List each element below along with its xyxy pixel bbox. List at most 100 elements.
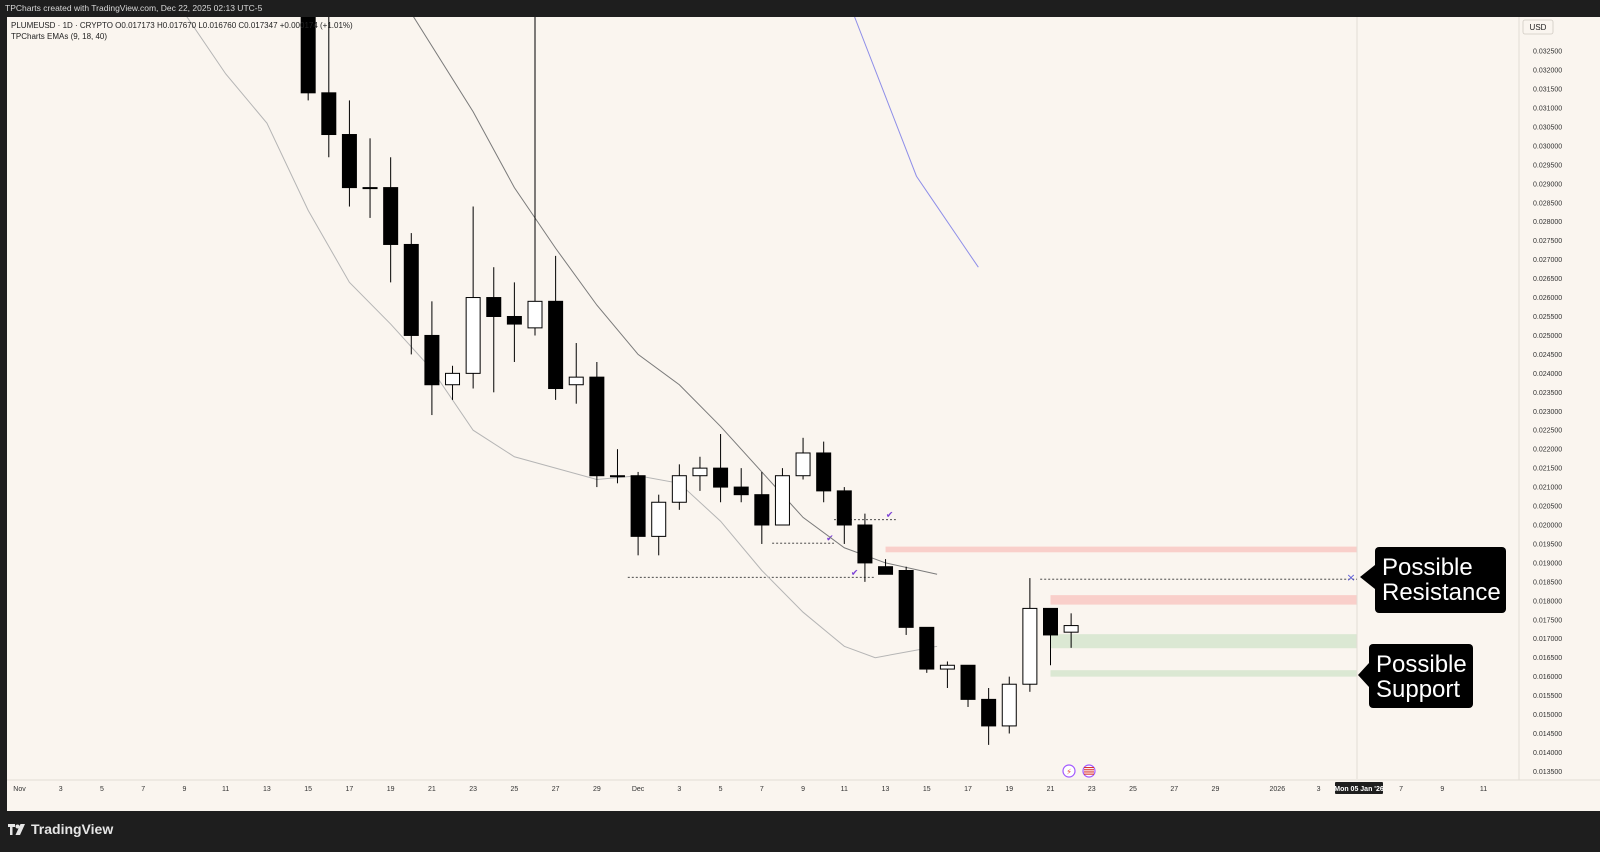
x-tick-label: 3 (677, 786, 681, 793)
candle[interactable] (981, 698, 997, 727)
candle[interactable] (424, 334, 440, 386)
indicator-legend[interactable]: TPCharts EMAs (9, 18, 40) (11, 32, 108, 41)
ema9-line[interactable] (184, 17, 938, 659)
event-us-flag-icon[interactable] (1082, 764, 1096, 778)
candle[interactable] (506, 315, 522, 325)
candle[interactable] (878, 566, 894, 575)
candle[interactable] (1001, 683, 1017, 727)
candle[interactable] (1043, 607, 1058, 636)
y-tick-label: 0.030000 (1533, 143, 1562, 150)
candle[interactable] (671, 475, 687, 503)
candle[interactable] (1022, 607, 1038, 685)
candle[interactable] (692, 467, 708, 477)
currency-badge[interactable] (1522, 19, 1554, 35)
ema18-line[interactable] (411, 17, 938, 575)
y-tick-label: 0.024000 (1533, 371, 1562, 378)
support-zone[interactable] (1050, 634, 1358, 649)
support-zone[interactable] (1050, 670, 1358, 677)
resistance-callout-pointer (1360, 565, 1375, 589)
y-tick-label: 0.029500 (1533, 162, 1562, 169)
x-tick-label: 27 (552, 786, 560, 793)
candle[interactable] (568, 376, 584, 386)
candle[interactable] (630, 475, 646, 537)
candle[interactable] (321, 92, 337, 136)
candle[interactable] (733, 486, 749, 496)
x-tick-label: 21 (1047, 786, 1055, 793)
candle[interactable] (713, 467, 729, 488)
x-tick-label: Nov (13, 786, 26, 793)
candle[interactable] (857, 524, 873, 564)
candle[interactable] (609, 475, 625, 478)
x-tick-label: 15 (923, 786, 931, 793)
candle[interactable] (1063, 625, 1079, 633)
y-tick-label: 0.026500 (1533, 276, 1562, 283)
watermark-text: TPCharts created with TradingView.com, D… (5, 3, 263, 13)
resistance-zone[interactable] (885, 546, 1357, 553)
x-marker[interactable]: × (1346, 571, 1355, 584)
candle[interactable] (486, 297, 502, 317)
y-tick-label: 0.023000 (1533, 409, 1562, 416)
price-axis[interactable] (1519, 17, 1600, 796)
y-tick-label: 0.025000 (1533, 333, 1562, 340)
y-tick-label: 0.027000 (1533, 257, 1562, 264)
symbol-legend[interactable]: PLUMEUSD · 1D · CRYPTO O0.017173 H0.0176… (11, 21, 353, 30)
chart-area[interactable]: ✔ ✔ ✔ × USD 0.032500 0.032000 0.031500 0.031000 0… (7, 17, 1600, 811)
y-tick-label: 0.022000 (1533, 447, 1562, 454)
footer-bar: TradingView (0, 811, 1600, 852)
y-tick-label: 0.016000 (1533, 674, 1562, 681)
y-tick-label: 0.014500 (1533, 731, 1562, 738)
x-tick-label: 9 (1440, 786, 1444, 793)
lightning-glyph: ⚡ (1066, 768, 1072, 777)
resistance-callout-text-line: Possible (1382, 554, 1473, 581)
candle[interactable] (465, 297, 481, 374)
candle[interactable] (403, 243, 419, 336)
chart-svg[interactable]: ✔ ✔ ✔ × USD 0.032500 0.032000 0.031500 0.031000 0… (7, 17, 1600, 811)
tradingview-logo-icon (8, 823, 25, 835)
candle[interactable] (816, 452, 832, 492)
candle[interactable] (836, 490, 852, 526)
candle[interactable] (898, 569, 914, 628)
candle[interactable] (383, 187, 399, 245)
candle[interactable] (774, 475, 790, 526)
y-tick-label: 0.022500 (1533, 428, 1562, 435)
resistance-callout-box (1375, 547, 1506, 613)
candle[interactable] (527, 300, 543, 329)
candle[interactable] (919, 626, 935, 670)
candle[interactable] (300, 17, 316, 94)
y-tick-label: 0.028500 (1533, 200, 1562, 207)
check-mark: ✔ (851, 568, 859, 578)
candle[interactable] (445, 372, 461, 386)
currency-label: USD (1530, 23, 1547, 32)
support-callout-box (1369, 644, 1473, 708)
us-flag-stripe (1084, 769, 1094, 771)
event-lightning-icon[interactable] (1062, 764, 1076, 778)
candle[interactable] (960, 664, 976, 700)
candle[interactable] (939, 664, 955, 670)
candle[interactable] (548, 300, 564, 390)
x-tick-label: 7 (1399, 786, 1403, 793)
candle[interactable] (651, 501, 667, 537)
candle[interactable] (795, 452, 811, 477)
x-tick-label: 29 (1212, 786, 1220, 793)
time-axis[interactable] (7, 780, 1600, 796)
x-tick-label: 7 (760, 786, 764, 793)
candle[interactable] (589, 376, 605, 477)
tradingview-logo[interactable]: TradingView (8, 821, 113, 837)
us-flag-stripe (1084, 773, 1094, 775)
support-callout-text-line: Possible (1376, 651, 1467, 678)
y-tick-label: 0.014000 (1533, 750, 1562, 757)
candle[interactable] (754, 494, 770, 526)
resistance-zone[interactable] (1050, 595, 1358, 605)
support-callout-pointer (1358, 663, 1369, 687)
plot-background[interactable] (7, 17, 1600, 811)
candle[interactable] (341, 134, 357, 189)
candle[interactable] (362, 187, 378, 190)
y-tick-label: 0.020500 (1533, 504, 1562, 511)
ema40-line[interactable] (854, 17, 979, 268)
x-tick-label: Dec (632, 786, 645, 793)
crosshair-date-label: Mon 05 Jan '26 (1334, 786, 1384, 793)
x-tick-label: 11 (222, 786, 229, 793)
y-tick-label: 0.030500 (1533, 124, 1562, 131)
